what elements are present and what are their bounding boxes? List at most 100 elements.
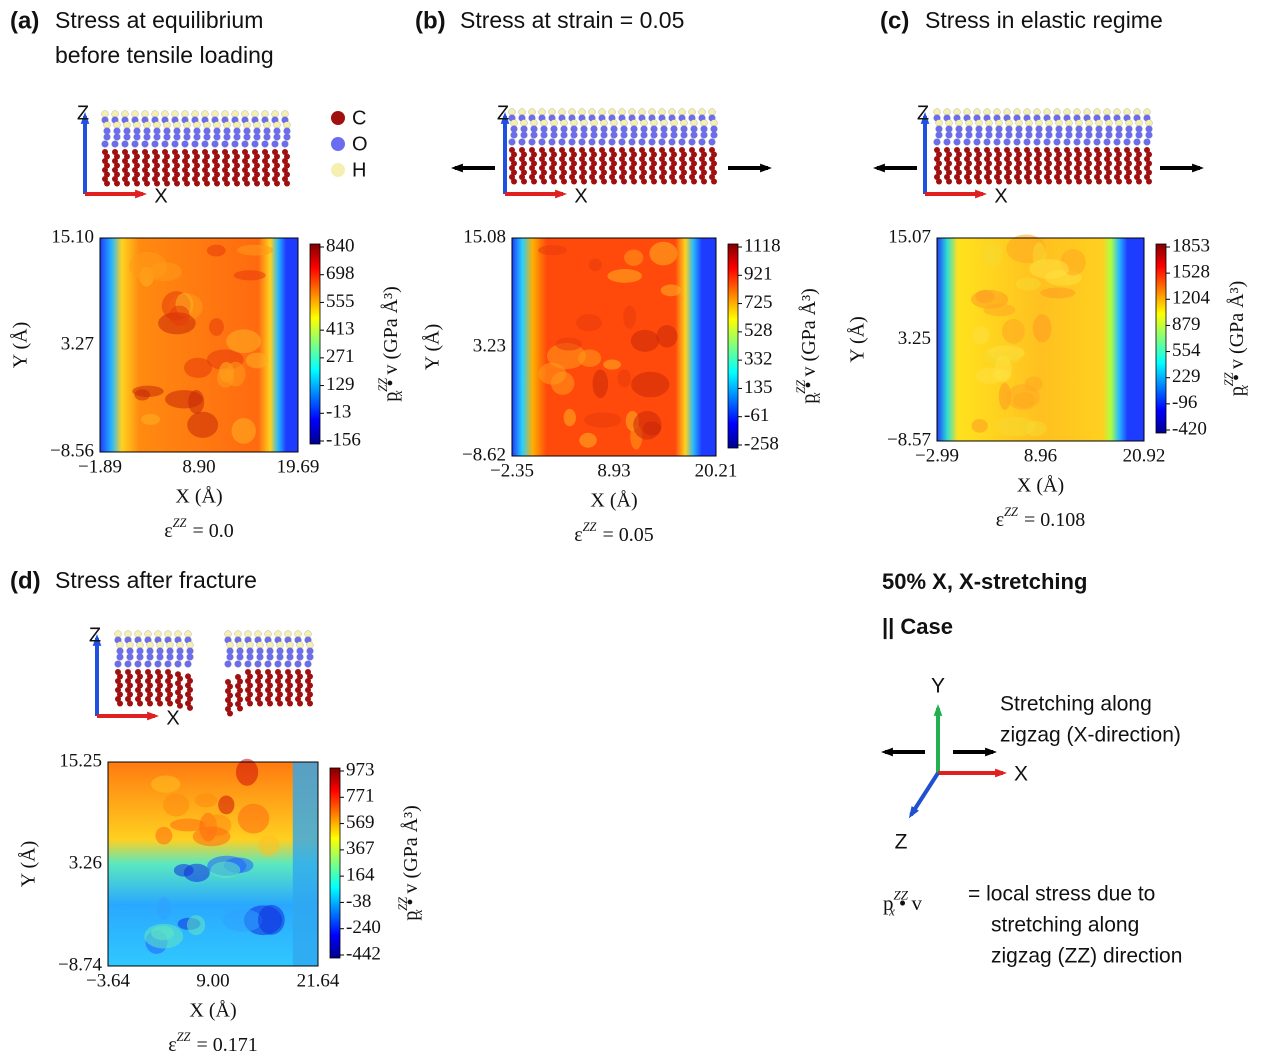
math-label: εZZ= 0.0 — [164, 516, 233, 542]
atom — [549, 109, 556, 116]
atom — [711, 179, 717, 185]
atom — [147, 642, 154, 649]
heatmap-texture — [258, 835, 280, 856]
atom — [531, 120, 538, 127]
subscript: x — [1237, 384, 1251, 391]
axis-letter: X — [1014, 763, 1028, 786]
atom — [711, 126, 718, 133]
atom — [285, 661, 292, 668]
atom — [282, 111, 289, 118]
atom — [174, 181, 180, 187]
heatmap-texture — [188, 390, 204, 414]
atom — [639, 139, 646, 146]
atom — [265, 631, 272, 638]
atom — [262, 141, 269, 148]
atom — [127, 701, 133, 707]
atom — [944, 109, 951, 116]
atom — [142, 111, 149, 118]
atom — [172, 141, 179, 148]
heatmap-texture — [564, 409, 576, 426]
axis-letter: Y — [931, 675, 945, 698]
atom — [709, 139, 716, 146]
atom — [541, 179, 547, 185]
atom — [986, 120, 993, 127]
colorbar-tick-label: 879 — [1172, 314, 1201, 335]
atom — [137, 701, 143, 707]
atom — [1036, 126, 1043, 133]
atom — [1036, 132, 1043, 139]
atom — [264, 181, 270, 187]
panel-title: Stress after fracture — [55, 567, 257, 593]
colorbar-tick-label: -13 — [326, 402, 351, 423]
atom — [177, 654, 184, 661]
atom — [1006, 179, 1012, 185]
atom — [125, 631, 132, 638]
atom — [182, 141, 189, 148]
atom — [194, 181, 200, 187]
colorbar-tick-label: 840 — [326, 235, 355, 256]
atom — [1106, 120, 1113, 127]
atom — [689, 139, 696, 146]
atom — [651, 132, 658, 139]
atom — [974, 109, 981, 116]
axis-letter: Z — [497, 102, 509, 124]
atom — [531, 179, 537, 185]
atom — [1104, 139, 1111, 146]
atom — [571, 126, 578, 133]
atom — [671, 120, 678, 127]
atom — [561, 126, 568, 133]
heatmap-texture — [169, 305, 190, 325]
atom — [1014, 139, 1021, 146]
atom — [1066, 132, 1073, 139]
atom — [1054, 139, 1061, 146]
atom — [1106, 179, 1112, 185]
heatmap-texture — [207, 245, 226, 257]
atom — [1134, 139, 1141, 146]
atom — [996, 179, 1002, 185]
atom — [274, 122, 281, 129]
x-tick-label: 8.90 — [182, 456, 215, 477]
atom — [966, 179, 972, 185]
atom — [669, 109, 676, 116]
colorbar-tick-label: 554 — [1172, 340, 1201, 361]
colorbar-tick-label: -420 — [1172, 418, 1207, 439]
atom — [254, 134, 261, 141]
heatmap-texture — [223, 909, 263, 932]
atom — [222, 111, 229, 118]
atom — [247, 642, 254, 649]
heatmap-texture — [195, 793, 218, 807]
atom — [1046, 120, 1053, 127]
atom — [274, 181, 280, 187]
atom — [1056, 126, 1063, 133]
atom — [214, 134, 221, 141]
colorbar-tick-label: 367 — [346, 838, 375, 859]
atom — [711, 132, 718, 139]
atom — [1124, 109, 1131, 116]
heatmap-texture — [992, 369, 1011, 381]
atom — [551, 132, 558, 139]
atom — [227, 642, 234, 649]
atom — [112, 111, 119, 118]
atom — [579, 109, 586, 116]
y-tick-label: 3.26 — [69, 852, 102, 873]
atom — [175, 631, 182, 638]
atom — [511, 132, 518, 139]
atom — [956, 120, 963, 127]
atom — [117, 654, 124, 661]
atom — [984, 109, 991, 116]
atom — [964, 109, 971, 116]
atom — [1036, 120, 1043, 127]
atom — [112, 141, 119, 148]
atom — [194, 122, 201, 129]
atom — [227, 711, 233, 717]
atom — [946, 126, 953, 133]
superscript: ZZ — [177, 1030, 191, 1044]
heatmap-texture — [193, 827, 231, 847]
atom — [164, 134, 171, 141]
atom — [244, 134, 251, 141]
atom — [1076, 132, 1083, 139]
atom — [1086, 132, 1093, 139]
atom — [1024, 139, 1031, 146]
heatmap-texture — [141, 414, 160, 425]
atom — [147, 701, 153, 707]
